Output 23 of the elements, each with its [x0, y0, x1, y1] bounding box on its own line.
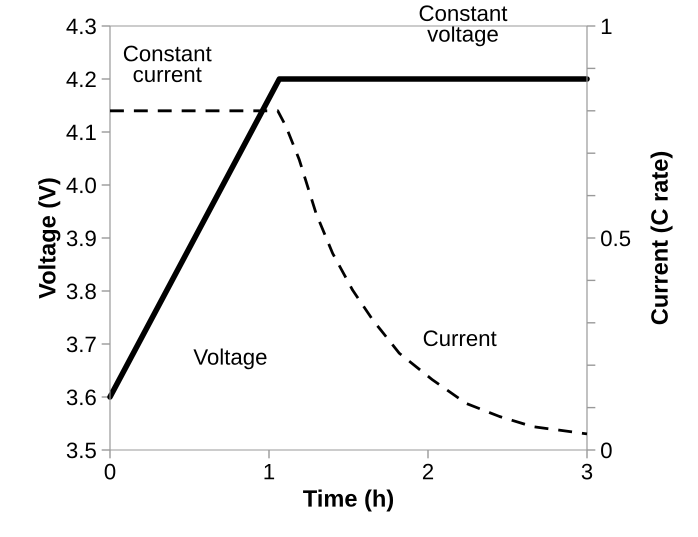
y2-tick-label: 1 [602, 18, 612, 34]
y-tick-label: 4.3 [66, 18, 96, 34]
x-tick-label: 3 [582, 464, 592, 480]
x-tick-label: 1 [264, 464, 274, 480]
y-axis-title: Voltage (V) [38, 178, 60, 299]
series-label: Current [424, 330, 497, 346]
y-tick-label: 3.8 [66, 284, 96, 300]
y-tick-label: 3.7 [66, 336, 96, 352]
text: Voltage [193, 348, 266, 370]
x-tick-label: 0 [104, 464, 116, 480]
y-tick-label: 3.5 [66, 442, 96, 458]
x-axis-title: Time (h) [303, 489, 394, 512]
y2-axis-title: Current (C rate) [650, 152, 673, 324]
y-tick-label: 4.1 [66, 124, 96, 140]
annotation: Constant voltage [420, 5, 508, 46]
y-tick-label: 4.0 [66, 178, 96, 194]
annotation: Constant current [124, 46, 212, 82]
x-tick-label: 2 [422, 464, 434, 480]
y2-tick-label: 0 [601, 442, 612, 458]
y-tick-label: 3.6 [66, 390, 96, 406]
y-tick-label: 4.2 [66, 72, 96, 88]
y-tick-label: 3.9 [66, 230, 96, 246]
y2-tick-label: 0.5 [601, 230, 630, 246]
